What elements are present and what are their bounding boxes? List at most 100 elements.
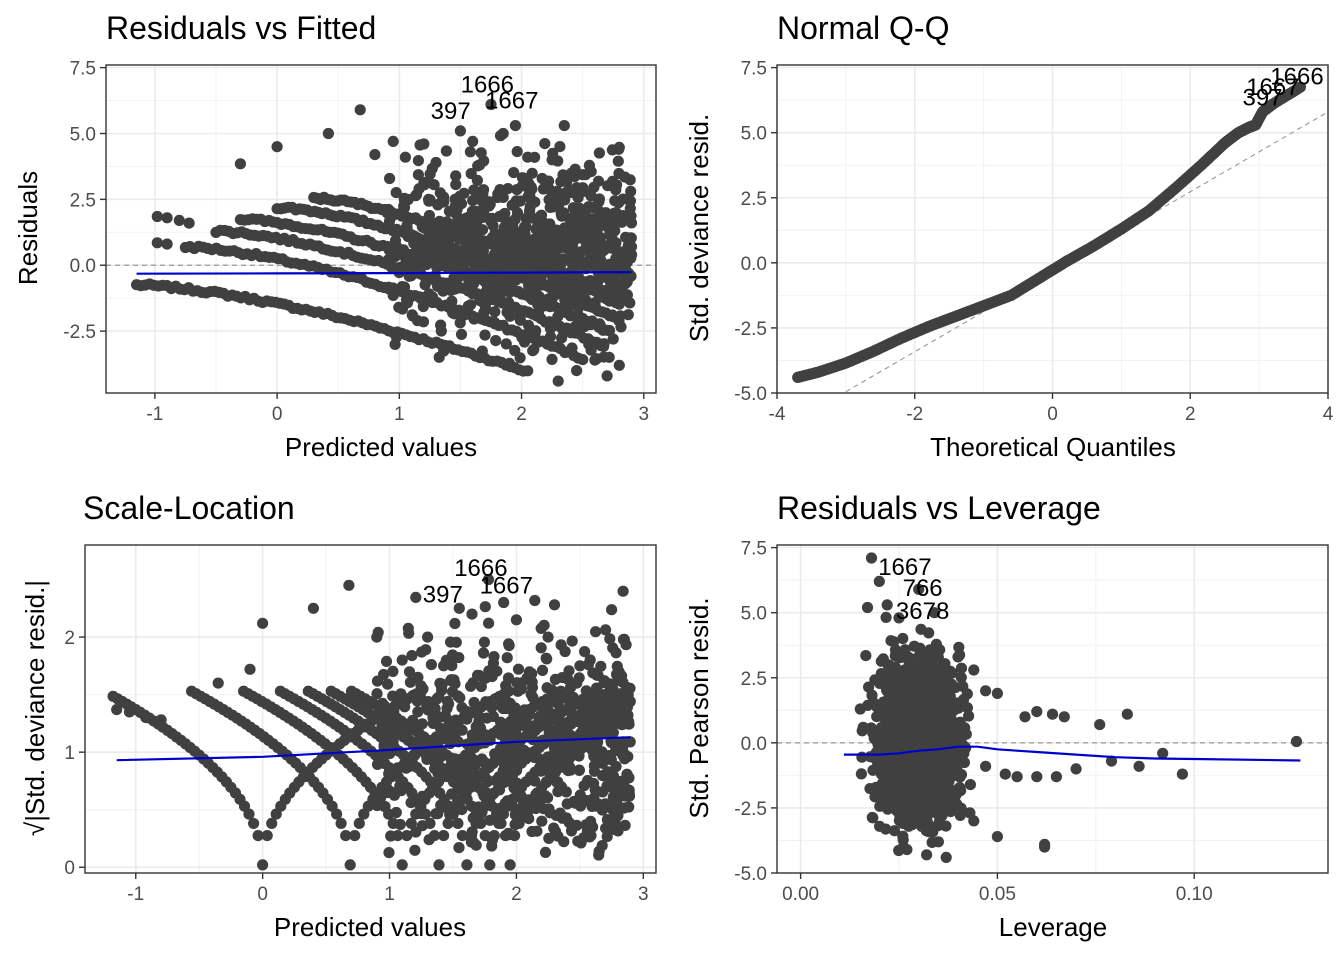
cloud-point: [956, 720, 968, 733]
cloud-point: [960, 742, 972, 754]
cloud-point: [473, 206, 485, 218]
x-tick-label: 0: [272, 404, 283, 425]
cloud-point: [516, 802, 528, 814]
cloud-point: [476, 224, 489, 236]
cloud-point: [520, 718, 532, 730]
cloud-point: [479, 329, 491, 341]
cloud-point: [422, 696, 434, 708]
cloud-point: [603, 750, 615, 762]
cloud-point: [465, 680, 477, 692]
cloud-point: [478, 636, 490, 648]
y-tick-label: -2.5: [734, 319, 767, 340]
cloud-point: [927, 733, 939, 745]
cloud-point: [855, 768, 868, 780]
cloud-point: [557, 725, 569, 737]
cloud-point: [519, 221, 531, 233]
cloud-point: [552, 776, 564, 788]
data-point: [980, 760, 992, 772]
cloud-point: [539, 846, 552, 859]
data-point: [599, 769, 611, 781]
cloud-point: [493, 802, 505, 815]
cloud-point: [384, 717, 396, 730]
cloud-point: [596, 840, 608, 852]
points-layer: [131, 98, 638, 387]
cloud-point: [541, 718, 553, 730]
cloud-point: [431, 261, 443, 274]
cloud-point: [551, 185, 563, 197]
cloud-point: [515, 790, 527, 802]
cloud-point: [578, 780, 590, 792]
cloud-point: [603, 324, 616, 337]
cloud-point: [420, 644, 432, 656]
cloud-point: [556, 253, 568, 265]
data-point: [546, 154, 558, 166]
cloud-point: [425, 659, 437, 671]
data-point: [371, 631, 383, 643]
data-point: [1105, 755, 1118, 767]
data-point: [307, 602, 319, 614]
cloud-point: [446, 788, 458, 800]
cloud-point: [590, 682, 603, 694]
cloud-point: [478, 255, 490, 267]
data-point: [901, 844, 913, 856]
cloud-point: [593, 849, 605, 861]
cloud-point: [387, 764, 399, 777]
cloud-point: [476, 803, 488, 815]
cloud-point: [403, 293, 415, 305]
cloud-point: [438, 191, 450, 203]
data-point: [589, 354, 601, 366]
data-point: [422, 631, 434, 643]
y-tick-label: 2.5: [70, 190, 96, 211]
x-tick-label: 1: [384, 884, 395, 905]
data-point: [161, 212, 173, 224]
cloud-point: [611, 179, 623, 191]
cloud-point: [397, 248, 409, 260]
cloud-point: [526, 676, 538, 688]
cloud-point: [569, 327, 581, 339]
cloud-point: [854, 703, 866, 715]
cloud-point: [913, 809, 925, 821]
data-point: [343, 579, 355, 591]
cloud-point: [564, 690, 576, 703]
cloud-point: [570, 290, 582, 302]
cloud-point: [500, 702, 512, 715]
cloud-point: [516, 172, 529, 184]
cloud-point: [594, 242, 606, 254]
cloud-point: [400, 762, 412, 774]
data-point: [921, 849, 933, 861]
cloud-point: [591, 669, 603, 681]
y-tick-label: 2.5: [741, 669, 767, 690]
cloud-point: [617, 585, 629, 597]
cloud-point: [621, 289, 634, 301]
cloud-point: [526, 167, 538, 179]
x-tick-label: 3: [638, 404, 649, 425]
cloud-point: [508, 167, 520, 179]
cloud-point: [618, 699, 630, 712]
cloud-point: [476, 345, 488, 357]
data-point: [999, 768, 1011, 780]
cloud-point: [415, 807, 427, 820]
points-layer: [792, 81, 1306, 383]
y-tick-label: 7.5: [741, 539, 767, 560]
x-tick-label: 0: [1047, 404, 1058, 425]
cloud-point: [882, 803, 894, 815]
x-tick-label: -2: [906, 404, 923, 425]
cloud-point: [372, 710, 384, 722]
cloud-point: [463, 768, 475, 780]
data-point: [536, 815, 548, 827]
cloud-point: [566, 342, 578, 354]
cloud-point: [404, 676, 416, 688]
cloud-point: [527, 733, 539, 746]
reference-line: [845, 111, 1329, 393]
x-tick-label: 2: [516, 404, 527, 425]
data-point: [387, 135, 399, 147]
cloud-point: [412, 706, 424, 718]
cloud-point: [443, 764, 455, 776]
data-point: [418, 138, 430, 150]
cloud-point: [610, 647, 622, 659]
cloud-point: [462, 759, 474, 771]
cloud-point: [489, 318, 501, 330]
cloud-point: [385, 207, 397, 219]
data-point: [1157, 747, 1169, 759]
cloud-point: [544, 201, 556, 213]
